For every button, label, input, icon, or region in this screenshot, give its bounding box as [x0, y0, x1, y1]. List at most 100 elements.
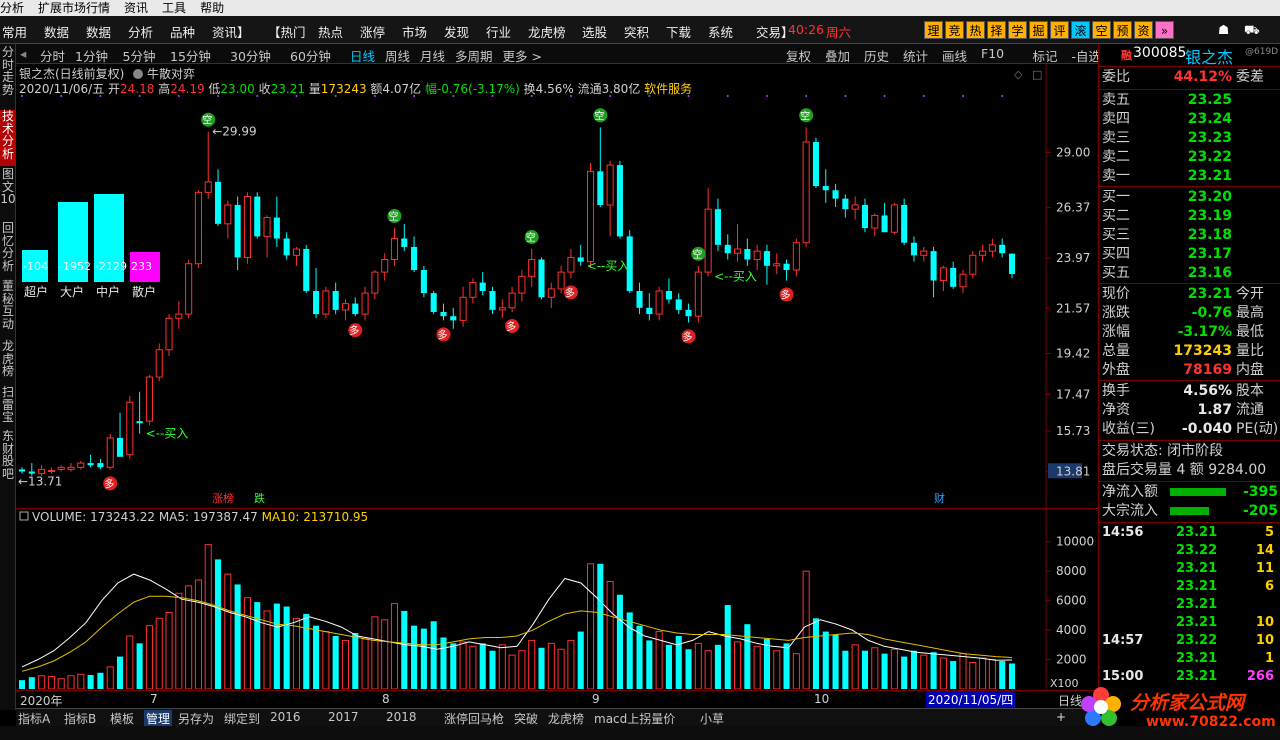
topnav-item[interactable]: 发现 — [444, 25, 470, 40]
toolbar-button[interactable]: 历史 — [864, 49, 890, 64]
period-tab[interactable]: 更多 > — [502, 49, 542, 64]
quick-icon-button[interactable]: 空 — [1092, 21, 1111, 39]
shop-icon[interactable]: ⛟ — [1244, 22, 1260, 37]
toolbar-button[interactable]: 标记 — [1032, 49, 1058, 64]
topnav-item[interactable]: 数据 — [44, 25, 70, 40]
divider — [1099, 283, 1280, 284]
vertical-tab[interactable]: 东财股吧 — [1, 429, 14, 481]
quick-icon-button[interactable]: 掘 — [1029, 21, 1048, 39]
add-tab-icon[interactable]: + — [1056, 710, 1067, 724]
period-tab[interactable]: 15分钟 — [170, 49, 211, 64]
sell-signal-text: 空 — [800, 109, 810, 122]
quick-icons: 理竞热择学掘评滚空预资» — [924, 21, 1174, 39]
menu-item[interactable]: 分析 — [0, 1, 25, 15]
topnav-item[interactable]: 下载 — [666, 25, 692, 40]
period-tab[interactable]: 月线 — [420, 49, 446, 64]
quick-icon-button[interactable]: 学 — [1008, 21, 1027, 39]
topnav-item[interactable]: 市场 — [402, 25, 428, 40]
toolbar-prev-icon[interactable]: ◂ — [20, 46, 27, 61]
period-tab[interactable]: 1分钟 — [75, 49, 108, 64]
candle — [557, 265, 565, 294]
settings-icon[interactable]: ☗ — [1218, 22, 1230, 37]
long-signal-text: 多 — [683, 330, 693, 343]
indicator-tab[interactable]: 管理 — [144, 710, 173, 726]
quick-icon-button[interactable]: 预 — [1113, 21, 1132, 39]
vertical-tab[interactable]: 董秘互动 — [1, 279, 14, 331]
quick-icon-button[interactable]: » — [1155, 21, 1174, 39]
quick-icon-button[interactable]: 资 — [1134, 21, 1153, 39]
info-icon[interactable] — [133, 69, 143, 79]
toolbar-button[interactable]: 统计 — [903, 49, 929, 64]
topnav-item[interactable]: 【热门 — [268, 25, 306, 40]
toolbar-button[interactable]: -自选 — [1071, 49, 1099, 64]
quote-label-2: 流通 — [1236, 402, 1264, 418]
topnav-item[interactable]: 品种 — [170, 25, 196, 40]
period-tab[interactable]: 分时 — [40, 49, 66, 64]
quick-icon-button[interactable]: 热 — [966, 21, 985, 39]
period-tab[interactable]: 日线 — [350, 49, 376, 64]
topnav-item[interactable]: 常用 — [2, 25, 28, 40]
candle — [871, 213, 879, 237]
period-tab[interactable]: 30分钟 — [230, 49, 271, 64]
indicator-tab[interactable]: 指标A — [18, 712, 51, 726]
ma5-line — [21, 573, 1013, 668]
indicator-tab[interactable]: 涨停回马枪 — [444, 712, 505, 726]
indicator-tab[interactable]: 突破 — [514, 712, 539, 726]
menu-item[interactable]: 资讯 — [124, 1, 149, 15]
indicator-tab[interactable]: 龙虎榜 — [548, 712, 585, 726]
vertical-tab[interactable]: 扫雷宝 — [1, 385, 14, 424]
indicator-tab[interactable]: 指标B — [64, 712, 97, 726]
chart-close-icon[interactable]: □ — [1032, 68, 1042, 81]
volume-bar — [215, 559, 222, 689]
topnav-item[interactable]: 龙虎榜 — [528, 25, 566, 40]
toolbar-button[interactable]: 复权 — [786, 49, 812, 64]
period-tab[interactable]: 60分钟 — [290, 49, 331, 64]
topnav-item[interactable]: 系统 — [708, 25, 734, 40]
indicator-tab[interactable]: 另存为 — [178, 712, 215, 726]
quick-icon-button[interactable]: 择 — [987, 21, 1006, 39]
topnav-item[interactable]: 分析 — [128, 25, 154, 40]
menu-item[interactable]: 工具 — [162, 1, 187, 15]
chart-option-icon[interactable]: ◇ — [1014, 68, 1023, 81]
period-tab[interactable]: 周线 — [385, 49, 411, 64]
topnav-item[interactable]: 突积 — [624, 25, 650, 40]
period-tab[interactable]: 多周期 — [455, 49, 493, 64]
topnav-item[interactable]: 资讯】 — [212, 25, 250, 40]
indicator-tab[interactable]: 2016 — [270, 710, 301, 724]
indicator-tab[interactable]: 绑定到 — [224, 712, 261, 726]
candle — [18, 467, 26, 474]
indicator-tab[interactable]: 模板 — [110, 712, 135, 726]
volume-toggle-icon[interactable] — [19, 511, 29, 521]
candle-body — [694, 271, 702, 317]
period-tab[interactable]: 5分钟 — [122, 49, 156, 64]
candlestick-chart[interactable]: 29.00 26.37 23.97 21.57 19.42 17.47 15.73 13.81… — [16, 64, 1098, 508]
vertical-tab[interactable]: 龙虎榜 — [1, 339, 14, 378]
menu-item[interactable]: 帮助 — [200, 1, 225, 15]
trade-link[interactable]: 交易】 — [756, 25, 794, 40]
topnav-item[interactable]: 选股 — [582, 25, 608, 40]
toolbar-button[interactable]: 叠加 — [825, 49, 851, 64]
quick-icon-button[interactable]: 竞 — [945, 21, 964, 39]
indicator-tab[interactable]: 2017 — [328, 710, 359, 724]
volume-chart[interactable]: VOLUME: 173243.22 MA5: 197387.47 MA10: 2… — [16, 508, 1098, 690]
vertical-tab[interactable]: 回忆分析 — [1, 221, 14, 273]
quick-icon-button[interactable]: 评 — [1050, 21, 1069, 39]
order-ratio-row: 委比 44.12% 委差 — [1102, 68, 1278, 87]
vertical-tab[interactable]: 分时走势 — [1, 45, 14, 97]
topnav-item[interactable]: 数据 — [86, 25, 112, 40]
indicator-tab[interactable]: macd上拐量价 — [594, 712, 676, 726]
toolbar-button[interactable]: F10 — [981, 46, 1005, 61]
topnav-item[interactable]: 涨停 — [360, 25, 386, 40]
quick-icon-button[interactable]: 滚 — [1071, 21, 1090, 39]
topnav-item[interactable]: 行业 — [486, 25, 512, 40]
menu-item[interactable]: 扩展市场行情 — [38, 1, 111, 15]
indicator-tab[interactable]: 小草 — [700, 712, 725, 726]
toolbar-button[interactable]: 画线 — [942, 49, 968, 64]
vertical-tab[interactable]: 技术分析 — [0, 110, 16, 166]
indicator-tab[interactable]: 2018 — [386, 710, 417, 724]
vertical-tab[interactable]: 图文10 — [0, 167, 16, 206]
topnav-item[interactable]: 热点 — [318, 25, 344, 40]
high-price-label: ←29.99 — [212, 125, 256, 139]
quote-label: 卖五 — [1102, 92, 1130, 108]
quick-icon-button[interactable]: 理 — [924, 21, 943, 39]
